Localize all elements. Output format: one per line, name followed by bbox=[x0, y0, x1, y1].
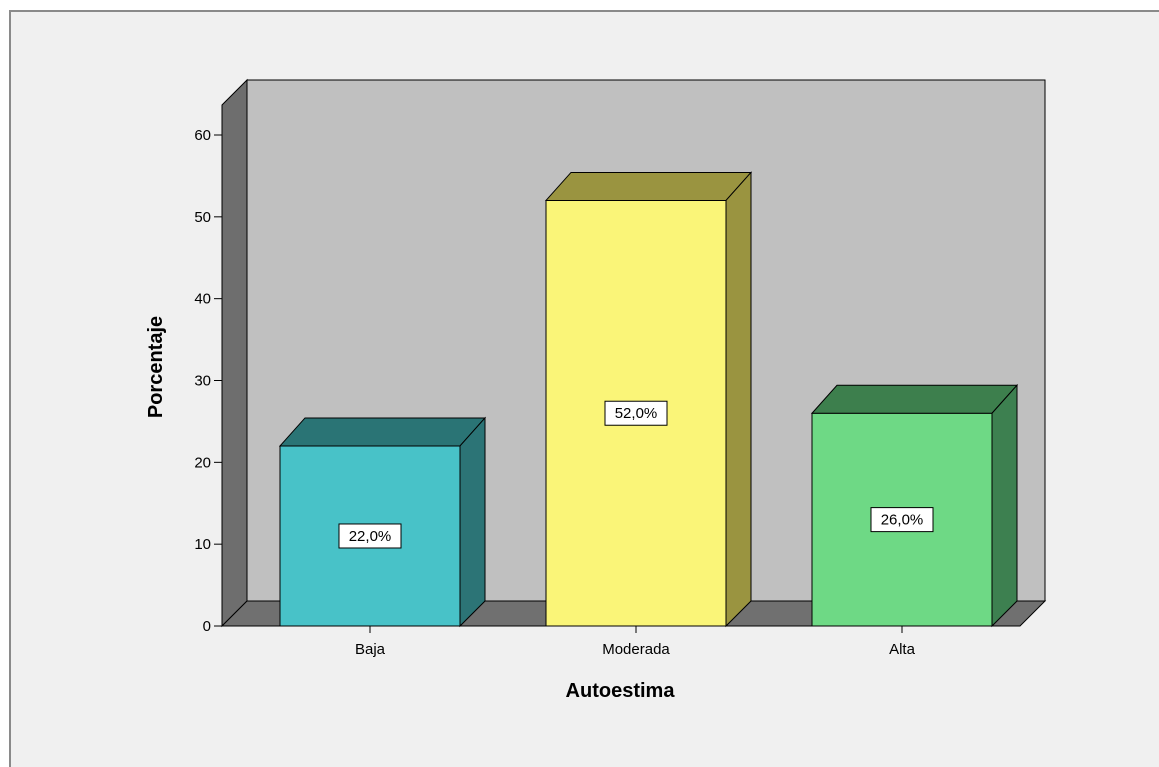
y-tick-label: 0 bbox=[203, 618, 211, 635]
data-label-box bbox=[870, 507, 934, 533]
left-wall bbox=[221, 78, 248, 628]
x-axis-title: Autoestima bbox=[566, 680, 676, 702]
y-tick-label: 50 bbox=[194, 209, 211, 226]
y-axis: 0 10 20 30 40 50 60 bbox=[194, 127, 223, 635]
data-label: 22,0% bbox=[349, 528, 392, 545]
y-tick-label: 60 bbox=[194, 127, 211, 144]
x-tick-label: Moderada bbox=[602, 641, 670, 658]
bar-top bbox=[278, 417, 487, 447]
bar-top bbox=[810, 384, 1019, 414]
bar-moderada: 52,0% bbox=[544, 171, 753, 628]
x-axis: Baja Moderada Alta bbox=[222, 625, 1020, 658]
y-tick-label: 40 bbox=[194, 291, 211, 308]
bar-alta: 26,0% bbox=[810, 383, 1019, 628]
bar-side bbox=[991, 383, 1018, 628]
bar-top bbox=[544, 171, 753, 201]
data-label: 52,0% bbox=[615, 405, 658, 422]
data-label-box bbox=[604, 400, 668, 426]
bar-side bbox=[725, 171, 752, 628]
bar-side bbox=[459, 416, 486, 628]
y-axis-title: Porcentaje bbox=[145, 316, 167, 418]
x-tick-label: Baja bbox=[355, 641, 386, 658]
data-label: 26,0% bbox=[881, 512, 924, 529]
x-tick-label: Alta bbox=[889, 641, 916, 658]
y-tick-label: 10 bbox=[194, 536, 211, 553]
y-tick-label: 30 bbox=[194, 373, 211, 390]
bars-group: 22,0% 52,0% 26,0% bbox=[278, 171, 1019, 628]
data-label-box bbox=[338, 523, 402, 549]
y-tick-label: 20 bbox=[194, 454, 211, 471]
bar-baja: 22,0% bbox=[278, 416, 487, 628]
